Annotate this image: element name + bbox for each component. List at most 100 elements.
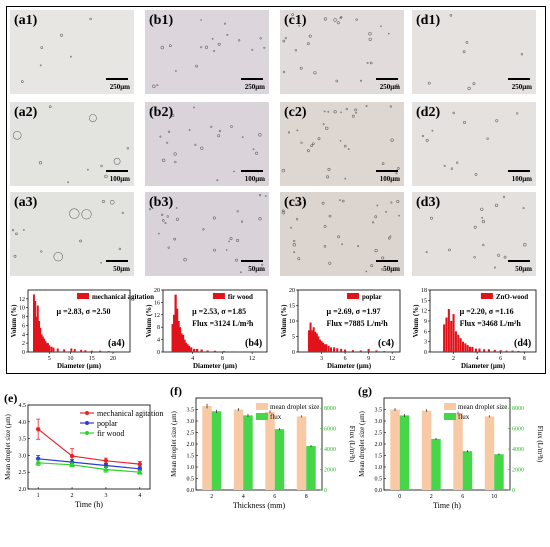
- y-tick-label: 10: [289, 319, 295, 325]
- panel-label: (c2): [284, 105, 307, 120]
- stats-text: μ =2.83, σ =2.50: [57, 307, 111, 316]
- droplet-texture: [152, 19, 266, 89]
- droplet: [302, 199, 305, 202]
- droplet: [368, 32, 372, 36]
- panel-label: (b4): [245, 338, 262, 349]
- droplet: [389, 235, 392, 238]
- droplet-texture: [425, 195, 527, 269]
- droplet: [380, 25, 382, 28]
- scale-label: 100μm: [244, 175, 265, 183]
- droplet: [480, 207, 484, 211]
- scale-label: 50μm: [248, 265, 265, 273]
- x-tick-label: 15: [89, 356, 95, 362]
- histogram-bar: [450, 321, 453, 352]
- series-line: [38, 462, 140, 473]
- scale-label: 50μm: [113, 265, 130, 273]
- droplet: [341, 199, 345, 203]
- x-tick-label: 12: [249, 356, 255, 362]
- x-tick-label: 2: [210, 494, 213, 500]
- plot-frame: [27, 404, 151, 490]
- droplet: [308, 34, 312, 38]
- droplet: [89, 114, 97, 122]
- y-tick-label: 9: [424, 319, 427, 325]
- y-tick-label: 20: [289, 288, 295, 294]
- y-tick-label: 6: [22, 323, 25, 329]
- droplet: [381, 256, 385, 260]
- panel-label: (a4): [108, 338, 125, 349]
- droplet: [339, 199, 341, 202]
- droplet: [213, 248, 216, 252]
- histogram-bar: [307, 330, 310, 352]
- histogram-bar: [457, 334, 460, 352]
- droplet: [359, 79, 362, 82]
- histogram-bar: [464, 343, 467, 352]
- flux-bar: [462, 451, 473, 490]
- droplet: [494, 203, 499, 207]
- droplet: [497, 253, 501, 257]
- legend-swatch: [256, 413, 268, 420]
- droplet: [313, 71, 317, 75]
- histogram-bar: [50, 346, 53, 352]
- data-point: [136, 469, 143, 475]
- histogram-bar: [322, 342, 325, 352]
- droplet-texture: [21, 17, 92, 83]
- y-tick-label: 3.5: [375, 408, 383, 414]
- scale-label: 50μm: [515, 265, 532, 273]
- droplet: [259, 37, 262, 40]
- y-tick-label: 18: [421, 288, 427, 294]
- x-tick-label: 4: [242, 494, 245, 500]
- y-tick-label: 2.5: [19, 470, 27, 476]
- y-tick-label: 4.5: [19, 403, 27, 409]
- droplet: [425, 251, 428, 254]
- size-bar: [390, 409, 400, 490]
- legend-label: flux: [270, 413, 282, 421]
- droplet: [224, 22, 227, 25]
- droplet: [344, 177, 347, 180]
- legend-swatch: [444, 413, 456, 420]
- histogram-bar: [523, 351, 526, 352]
- histogram-bar: [329, 347, 332, 352]
- legend-marker: [85, 431, 89, 435]
- y-tick-label: 12: [154, 313, 160, 319]
- micrograph-a1: (a1) 250μm: [10, 10, 134, 94]
- micrograph-d2: (d2) 100μm: [412, 102, 536, 186]
- x-tick-label: 4: [191, 356, 194, 362]
- droplet: [21, 80, 24, 83]
- droplet: [218, 129, 221, 133]
- droplet-texture: [11, 200, 124, 264]
- droplet: [22, 229, 25, 231]
- droplet: [311, 142, 315, 146]
- droplet: [339, 139, 342, 142]
- figure-frame: [6, 6, 546, 374]
- scale-bar: [106, 170, 128, 172]
- flux-bar: [399, 415, 410, 490]
- droplet: [211, 37, 214, 40]
- x-axis-label: Diameter (μm): [461, 362, 506, 370]
- x-axis-label: Time (h): [433, 501, 461, 510]
- droplet: [341, 243, 344, 246]
- droplet: [167, 246, 170, 249]
- droplet: [395, 83, 399, 87]
- droplet: [486, 137, 489, 140]
- droplet: [252, 148, 255, 151]
- histogram-bar: [336, 348, 339, 352]
- droplet: [281, 168, 286, 173]
- droplet: [396, 200, 400, 204]
- x-tick-label: 8: [523, 356, 526, 362]
- micrograph-c2: (c2) 100μm: [280, 102, 404, 186]
- droplet: [281, 209, 285, 213]
- droplet: [282, 39, 286, 43]
- droplet: [473, 256, 476, 259]
- droplet: [294, 49, 298, 52]
- panel-label: (d2): [416, 105, 441, 120]
- bar-chart-g: (g) 0 2 6 10 0.0 0.5 1.0 1.5 2.0 2.5 3.0 3.5 0 2000 400…: [358, 384, 544, 510]
- droplet: [347, 148, 350, 151]
- legend-swatch: [444, 403, 456, 410]
- panel-label: (b2): [149, 105, 174, 120]
- x-tick-label: 3: [104, 493, 107, 499]
- legend-marker: [85, 411, 89, 415]
- histogram-bar: [35, 316, 38, 352]
- histogram-bar: [70, 348, 73, 352]
- histogram-bar: [39, 327, 42, 352]
- histogram-bar: [171, 324, 174, 352]
